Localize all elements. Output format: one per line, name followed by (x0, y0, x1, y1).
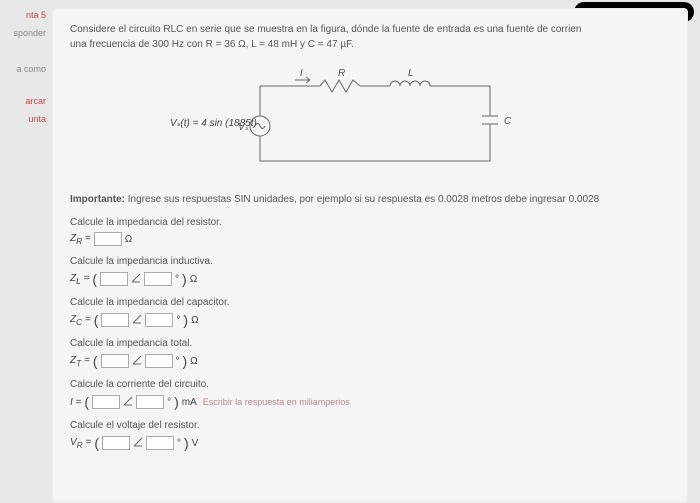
degree-symbol: ° (176, 315, 180, 326)
paren-close: ) (174, 394, 179, 410)
label-R: R (338, 68, 345, 79)
angle-icon (131, 273, 141, 286)
source-formula: Vₛ(t) = 4 sin (1885t) (170, 118, 257, 129)
calc-block: Calcule la impedancia inductiva. ZL =( °) … (70, 256, 670, 287)
unit-label: mA (182, 397, 197, 408)
calc-variable: ZC = (70, 314, 91, 327)
unit-label: V (192, 438, 199, 449)
unit-note: Escribir la respuesta en miliamperios (203, 397, 350, 407)
paren-open: ( (93, 353, 98, 369)
calc-label: Calcule el voltaje del resistor. (70, 420, 670, 431)
calc-label: Calcule la impedancia del resistor. (70, 217, 670, 228)
angle-icon (132, 314, 142, 327)
paren-close: ) (182, 271, 187, 287)
calc-expression: I =( °) mA Escribir la respuesta en miliam… (70, 394, 670, 410)
paren-close: ) (183, 353, 188, 369)
calc-block: Calcule la impedancia del resistor. ZR = Ω (70, 217, 670, 246)
magnitude-input[interactable] (92, 395, 120, 409)
calc-block: Calcule la corriente del circuito. I =( °)… (70, 379, 670, 410)
unit-label: Ω (190, 356, 197, 367)
angle-icon (132, 355, 142, 368)
question-panel: Considere el circuito RLC en serie que s… (52, 8, 688, 503)
calc-variable: ZL = (70, 273, 89, 286)
answer-input[interactable] (94, 232, 122, 246)
calc-block: Calcule la impedancia total. ZT =( °) Ω (70, 338, 670, 369)
sidebar-item[interactable]: arcar (0, 92, 48, 110)
paren-open: ( (94, 435, 99, 451)
importante-prefix: Importante: (70, 194, 125, 205)
degree-symbol: ° (177, 438, 181, 449)
angle-icon (133, 437, 143, 450)
paren-close: ) (184, 435, 189, 451)
calc-variable: VR = (70, 437, 91, 450)
calc-label: Calcule la impedancia total. (70, 338, 670, 349)
magnitude-input[interactable] (102, 436, 130, 450)
calc-expression: ZR = Ω (70, 232, 670, 246)
paren-open: ( (92, 271, 97, 287)
calc-expression: ZL =( °) Ω (70, 271, 670, 287)
calc-label: Calcule la corriente del circuito. (70, 379, 670, 390)
question-line2: una frecuencia de 300 Hz con R = 36 Ω, L… (70, 39, 354, 50)
magnitude-input[interactable] (101, 354, 129, 368)
importante-note: Importante: Ingrese sus respuestas SIN u… (70, 194, 670, 205)
sidebar-item[interactable]: sponder (0, 24, 48, 42)
degree-symbol: ° (167, 397, 171, 408)
calc-block: Calcule el voltaje del resistor. VR =( °) … (70, 420, 670, 451)
calc-block: Calcule la impedancia del capacitor. ZC =… (70, 297, 670, 328)
angle-input[interactable] (145, 354, 173, 368)
paren-open: ( (84, 394, 89, 410)
circuit-diagram: Vₛ(t) = 4 sin (1885t) (220, 66, 520, 176)
degree-symbol: ° (175, 274, 179, 285)
angle-input[interactable] (144, 272, 172, 286)
sidebar-item[interactable]: nta 5 (0, 6, 48, 24)
calc-variable: ZR = (70, 233, 91, 246)
paren-close: ) (183, 312, 188, 328)
calc-expression: ZT =( °) Ω (70, 353, 670, 369)
angle-icon (123, 396, 133, 409)
calc-label: Calcule la impedancia del capacitor. (70, 297, 670, 308)
calc-expression: VR =( °) V (70, 435, 670, 451)
importante-text: Ingrese sus respuestas SIN unidades, por… (125, 194, 599, 205)
calc-label: Calcule la impedancia inductiva. (70, 256, 670, 267)
left-sidebar: nta 5 sponder a como arcar unta (0, 0, 48, 503)
calc-variable: ZT = (70, 355, 90, 368)
label-C: C (504, 116, 512, 127)
magnitude-input[interactable] (101, 313, 129, 327)
calc-expression: ZC =( °) Ω (70, 312, 670, 328)
unit-label: Ω (125, 234, 132, 245)
angle-input[interactable] (146, 436, 174, 450)
unit-label: Ω (190, 274, 197, 285)
question-text: Considere el circuito RLC en serie que s… (70, 22, 670, 52)
label-L: L (408, 68, 414, 79)
unit-label: Ω (191, 315, 198, 326)
angle-input[interactable] (145, 313, 173, 327)
calc-variable: I = (70, 397, 81, 408)
magnitude-input[interactable] (100, 272, 128, 286)
sidebar-item[interactable]: unta (0, 110, 48, 128)
paren-open: ( (94, 312, 99, 328)
label-I: I (300, 68, 303, 79)
degree-symbol: ° (176, 356, 180, 367)
question-line1: Considere el circuito RLC en serie que s… (70, 24, 581, 35)
sidebar-item[interactable]: a como (0, 60, 48, 78)
angle-input[interactable] (136, 395, 164, 409)
